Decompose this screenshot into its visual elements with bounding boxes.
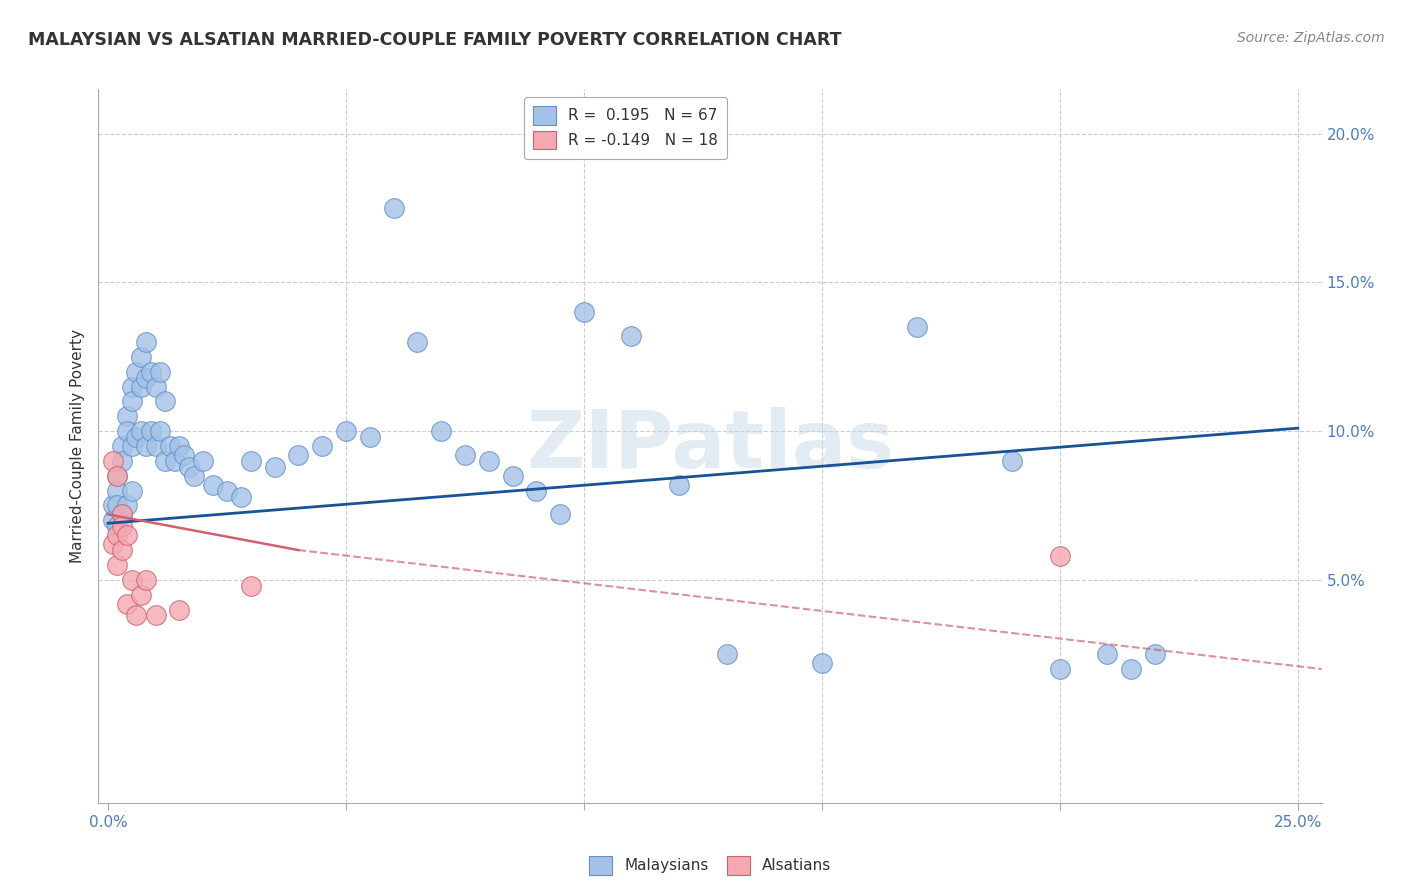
- Point: [145, 379, 167, 393]
- Point: [159, 439, 181, 453]
- Point: [177, 459, 200, 474]
- Point: [111, 543, 134, 558]
- Point: [145, 608, 167, 623]
- Point: [215, 483, 238, 498]
- Point: [173, 448, 195, 462]
- Point: [121, 573, 143, 587]
- Point: [107, 499, 129, 513]
- Point: [1049, 549, 1071, 563]
- Point: [125, 430, 148, 444]
- Point: [382, 201, 405, 215]
- Point: [115, 424, 138, 438]
- Point: [129, 424, 152, 438]
- Point: [139, 365, 162, 379]
- Point: [115, 499, 138, 513]
- Point: [129, 350, 152, 364]
- Point: [811, 656, 834, 670]
- Point: [668, 477, 690, 491]
- Point: [548, 508, 571, 522]
- Point: [107, 519, 129, 533]
- Point: [716, 647, 738, 661]
- Point: [169, 439, 191, 453]
- Point: [454, 448, 477, 462]
- Point: [502, 468, 524, 483]
- Point: [430, 424, 453, 438]
- Point: [153, 394, 176, 409]
- Point: [107, 483, 129, 498]
- Point: [107, 468, 129, 483]
- Point: [111, 439, 134, 453]
- Point: [107, 528, 129, 542]
- Point: [129, 379, 152, 393]
- Point: [311, 439, 333, 453]
- Point: [1121, 662, 1143, 676]
- Point: [263, 459, 285, 474]
- Point: [191, 454, 214, 468]
- Point: [101, 499, 124, 513]
- Point: [149, 424, 172, 438]
- Point: [201, 477, 224, 491]
- Point: [163, 454, 186, 468]
- Text: ZIPatlas: ZIPatlas: [526, 407, 894, 485]
- Point: [905, 320, 928, 334]
- Point: [115, 528, 138, 542]
- Y-axis label: Married-Couple Family Poverty: Married-Couple Family Poverty: [70, 329, 86, 563]
- Point: [135, 573, 157, 587]
- Point: [115, 409, 138, 424]
- Point: [149, 365, 172, 379]
- Point: [111, 508, 134, 522]
- Point: [239, 579, 262, 593]
- Point: [111, 508, 134, 522]
- Point: [121, 483, 143, 498]
- Point: [1097, 647, 1119, 661]
- Point: [107, 558, 129, 572]
- Text: Source: ZipAtlas.com: Source: ZipAtlas.com: [1237, 31, 1385, 45]
- Point: [111, 454, 134, 468]
- Point: [359, 430, 381, 444]
- Point: [1144, 647, 1167, 661]
- Point: [169, 602, 191, 616]
- Point: [101, 513, 124, 527]
- Point: [125, 608, 148, 623]
- Point: [572, 305, 595, 319]
- Point: [125, 365, 148, 379]
- Point: [107, 468, 129, 483]
- Point: [101, 454, 124, 468]
- Point: [231, 490, 253, 504]
- Point: [153, 454, 176, 468]
- Point: [121, 394, 143, 409]
- Point: [145, 439, 167, 453]
- Point: [406, 334, 429, 349]
- Point: [111, 519, 134, 533]
- Point: [115, 597, 138, 611]
- Point: [239, 454, 262, 468]
- Point: [524, 483, 547, 498]
- Point: [287, 448, 309, 462]
- Point: [478, 454, 501, 468]
- Point: [335, 424, 357, 438]
- Legend: Malaysians, Alsatians: Malaysians, Alsatians: [583, 850, 837, 880]
- Point: [101, 537, 124, 551]
- Text: MALAYSIAN VS ALSATIAN MARRIED-COUPLE FAMILY POVERTY CORRELATION CHART: MALAYSIAN VS ALSATIAN MARRIED-COUPLE FAM…: [28, 31, 842, 49]
- Point: [129, 588, 152, 602]
- Point: [135, 334, 157, 349]
- Point: [135, 439, 157, 453]
- Point: [620, 329, 643, 343]
- Point: [139, 424, 162, 438]
- Point: [183, 468, 205, 483]
- Point: [1049, 662, 1071, 676]
- Point: [1001, 454, 1024, 468]
- Point: [121, 379, 143, 393]
- Point: [121, 439, 143, 453]
- Point: [135, 370, 157, 384]
